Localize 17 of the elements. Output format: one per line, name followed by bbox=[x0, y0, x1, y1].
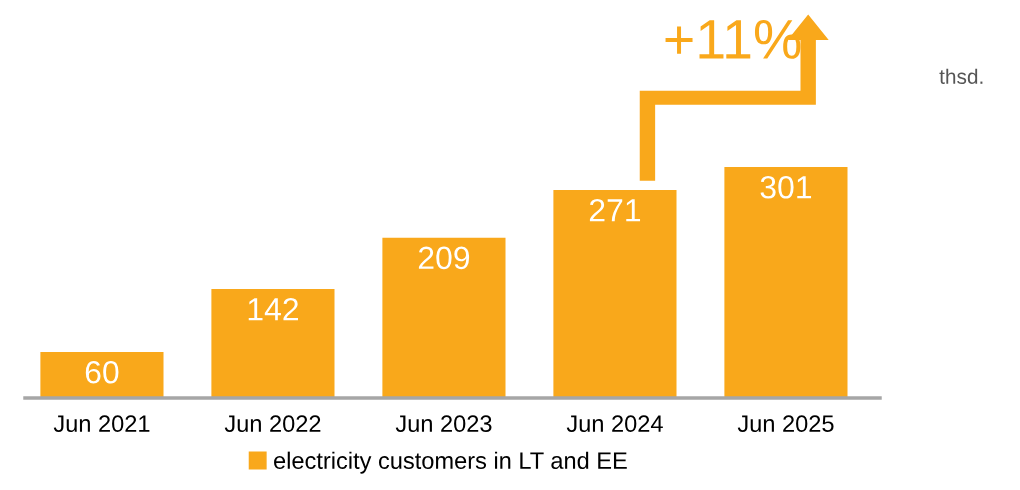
text: +11% bbox=[665, 19, 801, 59]
legend-label: electricity customers in LT and EE bbox=[274, 451, 627, 474]
data-label: 271 bbox=[589, 198, 641, 222]
data-label: 209 bbox=[418, 246, 470, 270]
bar bbox=[553, 190, 677, 398]
x-tick-label: Jun 2023 bbox=[395, 415, 492, 433]
x-tick-label: Jun 2024 bbox=[566, 415, 663, 433]
x-tick-label: Jun 2021 bbox=[53, 415, 150, 433]
bar bbox=[40, 351, 164, 398]
bar bbox=[382, 237, 506, 398]
data-label: 142 bbox=[248, 297, 298, 321]
bar bbox=[211, 289, 335, 398]
x-tick-label: Jun 2022 bbox=[224, 415, 321, 433]
data-label: 60 bbox=[85, 360, 119, 384]
text: thsd. bbox=[939, 68, 983, 84]
data-label: 301 bbox=[760, 175, 812, 199]
x-tick-label: Jun 2025 bbox=[737, 415, 834, 433]
